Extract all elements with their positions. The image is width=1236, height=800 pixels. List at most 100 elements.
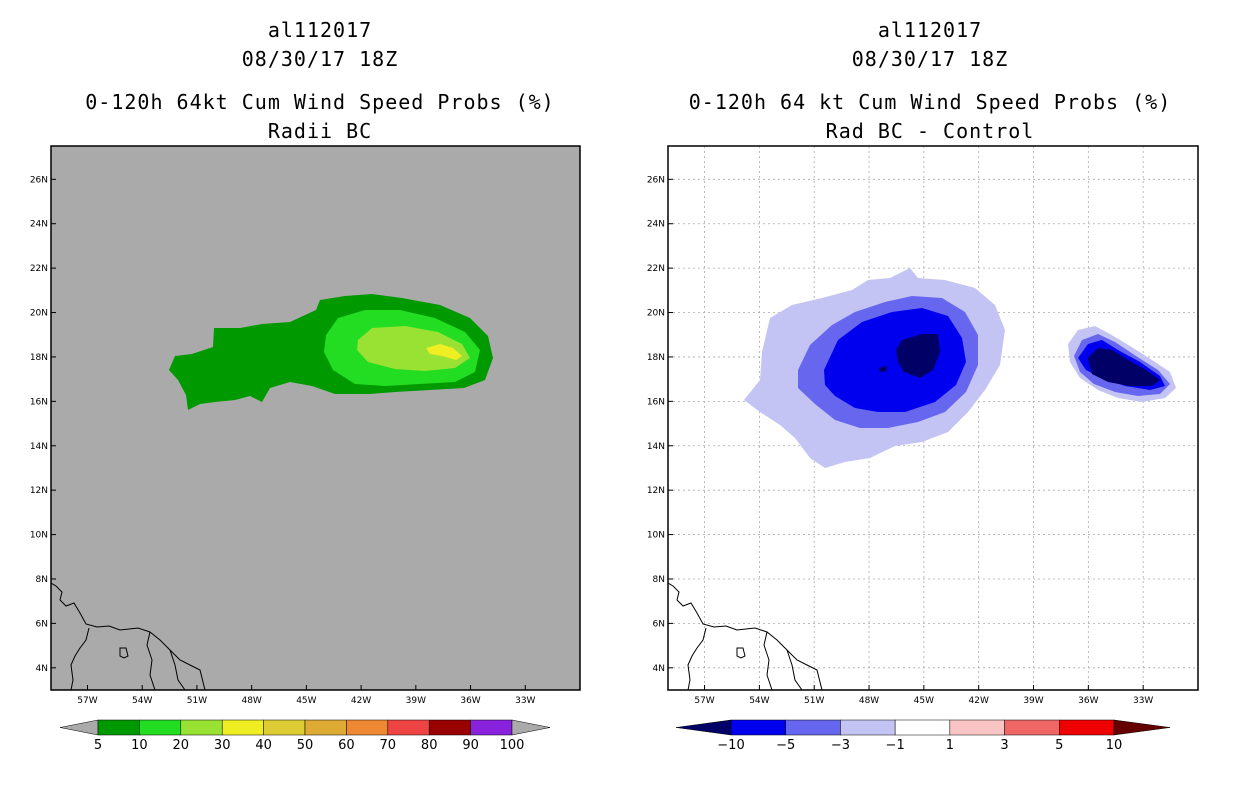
colorbar-segment: [730, 719, 786, 736]
y-tick-label: 8N: [653, 575, 665, 585]
x-tick-label: 33W: [515, 696, 535, 706]
x-tick-label: 42W: [969, 696, 989, 706]
colorbar-label: 100: [500, 738, 525, 753]
x-tick-label: 48W: [859, 696, 879, 706]
colorbar-segment: [387, 719, 430, 736]
colorbar-label: −3: [831, 738, 850, 753]
y-tick-label: 12N: [30, 486, 48, 496]
colorbar-label: 10: [1106, 738, 1123, 753]
right-title-block: al112017 08/30/17 18Z: [670, 16, 1190, 74]
left-plot-frame: [50, 145, 581, 691]
colorbar-under-triangle: [59, 719, 99, 736]
colorbar-segment: [1004, 719, 1060, 736]
x-tick-label: 51W: [804, 696, 824, 706]
colorbar-segment: [139, 719, 182, 736]
left-date: 08/30/17 18Z: [241, 47, 399, 71]
colorbar-label: 60: [338, 738, 355, 753]
left-coastline: [51, 582, 206, 690]
colorbar-label: 3: [1000, 738, 1008, 753]
y-tick-label: 14N: [647, 442, 665, 452]
colorbar-segment: [221, 719, 264, 736]
y-tick-label: 18N: [30, 353, 48, 363]
colorbar-segment: [840, 719, 896, 736]
colorbar-label: 30: [214, 738, 231, 753]
left-storm-id: al112017: [267, 18, 373, 42]
right-subtitle-block: 0-120h 64 kt Cum Wind Speed Probs (%) Ra…: [650, 88, 1210, 146]
colorbar-segment: [894, 719, 951, 736]
y-tick-label: 14N: [30, 442, 48, 452]
colorbar-segment: [428, 719, 471, 736]
left-contour-20-30: [357, 326, 470, 371]
colorbar-over-triangle: [511, 719, 551, 736]
y-tick-label: 22N: [647, 264, 665, 274]
colorbar-label: 1: [946, 738, 954, 753]
left-map-background: [51, 146, 580, 690]
colorbar-segment: [180, 719, 223, 736]
y-tick-label: 4N: [36, 664, 48, 674]
colorbar-under-triangle: [675, 719, 732, 736]
colorbar-label: 40: [255, 738, 272, 753]
left-map-panel: 57W 54W 51W 48W 45W 42W 39W 36W 33W 4N 6N 8N 10N 12N 1…: [30, 145, 581, 706]
colorbar-segment: [1059, 719, 1115, 736]
left-chart-title: 0-120h 64kt Cum Wind Speed Probs (%): [85, 90, 555, 114]
y-tick-label: 8N: [36, 575, 48, 585]
right-contour-below-minus10-west: [896, 334, 940, 378]
colorbar-segment: [785, 719, 841, 736]
left-colorbar: 5 10 20 30 40 50 60 70 80 90 100: [59, 719, 551, 753]
y-tick-label: 24N: [647, 220, 665, 230]
y-tick-label: 18N: [647, 353, 665, 363]
right-contour-below-minus10-east: [1088, 348, 1160, 386]
y-tick-label: 6N: [653, 619, 665, 629]
right-plot-frame: [667, 145, 1199, 691]
left-subtitle-block: 0-120h 64kt Cum Wind Speed Probs (%) Rad…: [40, 88, 600, 146]
y-tick-label: 26N: [30, 175, 48, 185]
right-difference-contours: [744, 268, 1176, 468]
y-tick-label: 10N: [647, 531, 665, 541]
y-tick-label: 20N: [647, 309, 665, 319]
x-tick-label: 57W: [694, 696, 714, 706]
colorbar-segment: [97, 719, 140, 736]
left-chart-subtitle: Radii BC: [267, 119, 373, 143]
colorbar-label: 50: [297, 738, 314, 753]
left-title-block: al112017 08/30/17 18Z: [60, 16, 580, 74]
y-tick-label: 16N: [30, 397, 48, 407]
right-chart-title: 0-120h 64 kt Cum Wind Speed Probs (%): [688, 90, 1172, 114]
right-storm-id: al112017: [877, 18, 983, 42]
colorbar-label: −5: [776, 738, 795, 753]
y-tick-label: 4N: [653, 664, 665, 674]
right-contour-below-minus10-west-spot: [879, 366, 887, 372]
right-chart-subtitle: Rad BC - Control: [825, 119, 1035, 143]
x-tick-label: 54W: [749, 696, 769, 706]
right-gridlines: [668, 146, 1198, 690]
x-tick-label: 39W: [1023, 696, 1043, 706]
y-tick-label: 20N: [30, 309, 48, 319]
colorbar-label: 5: [94, 738, 102, 753]
right-coastline: [668, 582, 823, 690]
y-tick-label: 26N: [647, 175, 665, 185]
x-tick-label: 36W: [1078, 696, 1098, 706]
colorbar-label: 5: [1055, 738, 1063, 753]
y-tick-label: 10N: [30, 531, 48, 541]
x-tick-label: 39W: [406, 696, 426, 706]
y-tick-label: 12N: [647, 486, 665, 496]
colorbar-label: 80: [421, 738, 438, 753]
colorbar-label: 20: [173, 738, 190, 753]
x-tick-label: 45W: [296, 696, 316, 706]
colorbar-segment: [263, 719, 306, 736]
right-date: 08/30/17 18Z: [851, 47, 1009, 71]
colorbar-label: 70: [380, 738, 397, 753]
x-tick-label: 45W: [914, 696, 934, 706]
x-tick-label: 42W: [351, 696, 371, 706]
colorbar-segment: [304, 719, 347, 736]
left-contour-30-40: [426, 344, 462, 360]
right-map-panel: 57W 54W 51W 48W 45W 42W 39W 36W 33W 4N 6N 8N 10N 12N 1…: [647, 145, 1199, 706]
y-tick-label: 24N: [30, 220, 48, 230]
right-colorbar: −10 −5 −3 −1 1 3 5 10: [675, 719, 1171, 753]
y-tick-label: 22N: [30, 264, 48, 274]
x-tick-label: 48W: [241, 696, 261, 706]
x-tick-label: 36W: [460, 696, 480, 706]
left-axis-ticks: 57W 54W 51W 48W 45W 42W 39W 36W 33W 4N 6N 8N 10N 12N 1…: [30, 175, 536, 706]
colorbar-label: 10: [131, 738, 148, 753]
y-tick-label: 6N: [36, 619, 48, 629]
